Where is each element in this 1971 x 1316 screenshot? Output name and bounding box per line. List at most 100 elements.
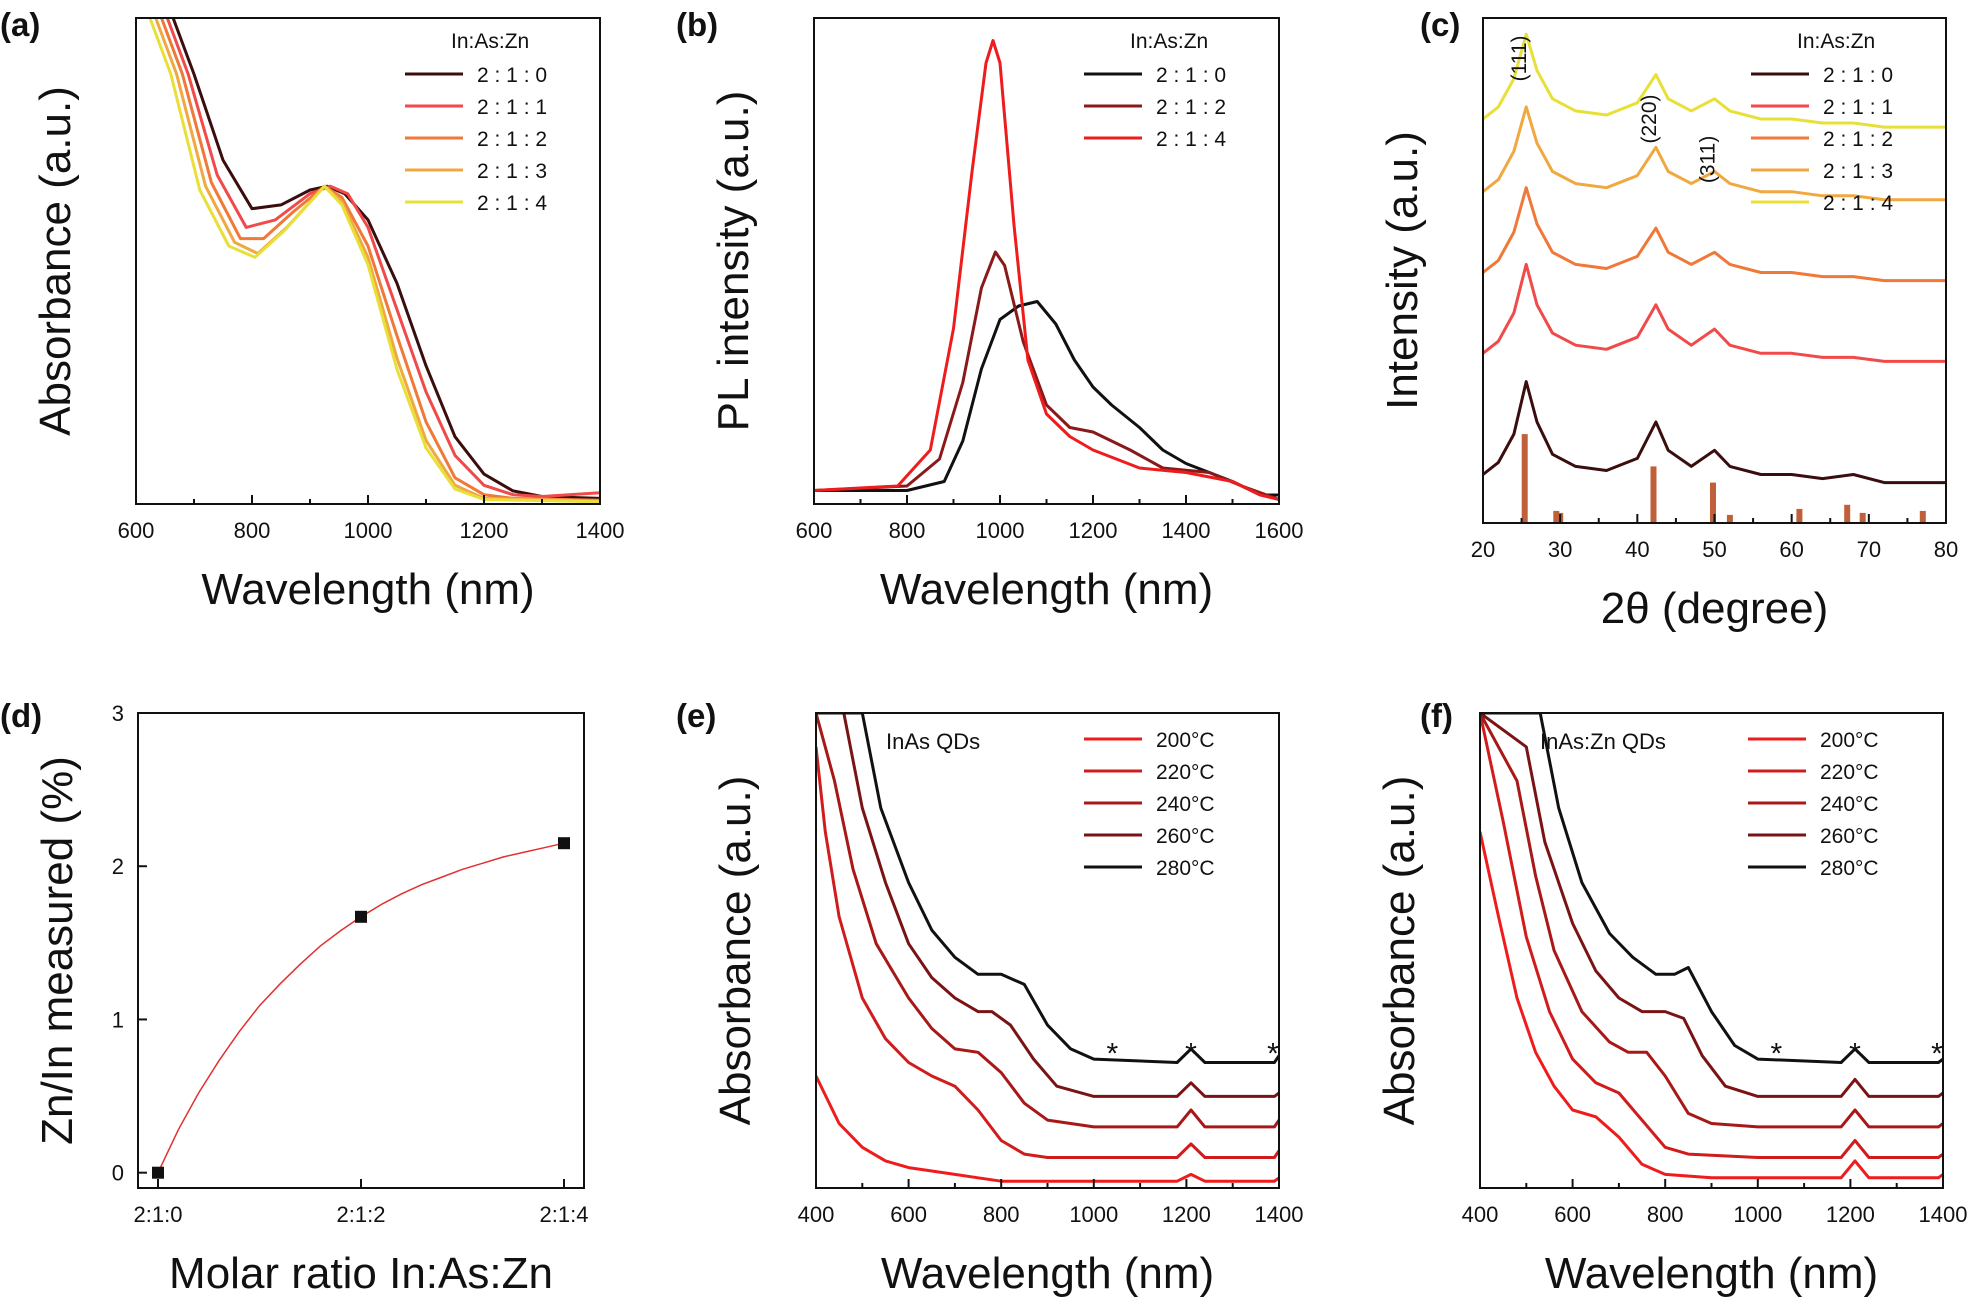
- x-tick-label: 800: [1647, 1202, 1684, 1227]
- plot-frame: [815, 712, 1280, 1189]
- legend-label: 2 : 1 : 0: [1156, 64, 1226, 87]
- x-tick-label: 1400: [576, 518, 625, 543]
- star-mark: *: [1185, 1038, 1197, 1071]
- plot-area: [157, 842, 565, 1174]
- x-axis-title: Wavelength (nm): [881, 1249, 1214, 1298]
- plot-frame: [137, 712, 585, 1189]
- legend: 2 : 1 : 0 2 : 1 : 1 2 : 1 : 2 2 : 1 : 3 2 : …: [405, 64, 547, 215]
- data-point: [558, 837, 570, 850]
- legend-label: 200°C: [1820, 729, 1879, 752]
- legend-label: 220°C: [1820, 761, 1879, 784]
- peak-label: (220): [1638, 94, 1661, 143]
- panel-b: (b) 600 800 1000 1200 1400 1600 Wavelength (nm)…: [676, 6, 1303, 614]
- x-tick-label: 600: [890, 1202, 927, 1227]
- reference-peak-bar: [1796, 508, 1803, 523]
- x-axis-title: 2θ (degree): [1601, 584, 1828, 633]
- x-tick-label: 20: [1471, 537, 1495, 562]
- series-line-240-C: [1480, 713, 1943, 1129]
- y-axis-title: Intensity (a.u.): [1378, 131, 1427, 410]
- x-tick-label: 1200: [460, 518, 509, 543]
- panel-label: (f): [1420, 697, 1453, 734]
- panel-c: (c) 20 30 40 50 60 70 80 2θ (degree) Intensity (a…: [1378, 6, 1958, 633]
- plot-frame: [1482, 17, 1947, 524]
- y-axis-title: Zn/In measured (%): [33, 756, 82, 1145]
- legend-label: 2 : 1 : 1: [477, 96, 547, 119]
- x-tick-label: 50: [1702, 537, 1726, 562]
- panel-d: (d) 0 1 2 3 2:1:0 2:1:2 2:1:4 Molar ratio In:As:…: [0, 697, 588, 1298]
- legend-label: 220°C: [1156, 761, 1215, 784]
- legend-label: 2 : 1 : 0: [477, 64, 547, 87]
- reference-peak-bar: [1726, 514, 1733, 523]
- reference-peak-bar: [1844, 504, 1851, 523]
- panel-label: (a): [0, 6, 40, 43]
- series-line-200-C: [1480, 831, 1943, 1180]
- plot-area: [1483, 32, 1946, 523]
- reference-peak-bar: [1919, 510, 1926, 523]
- fit-curve: [157, 842, 565, 1174]
- series-line-280-C: [816, 713, 1279, 1064]
- plot-frame: [813, 17, 1280, 505]
- x-tick-label: 800: [234, 518, 271, 543]
- series-line-2-1-4: [814, 39, 1279, 501]
- y-axis-title: Absorbance (a.u.): [1375, 776, 1424, 1126]
- y-tick-label: 1: [112, 1007, 124, 1032]
- legend-label: 200°C: [1156, 729, 1215, 752]
- series-line-2-1-0: [1483, 380, 1946, 485]
- panel-a: (a) 600 800 1000 1200 1400 Wavelength (nm) Abso…: [0, 6, 625, 614]
- x-axis-title: Molar ratio In:As:Zn: [169, 1249, 553, 1298]
- series-line-260-C: [1480, 713, 1943, 1098]
- star-mark: *: [1770, 1038, 1782, 1071]
- x-tick-label: 800: [983, 1202, 1020, 1227]
- x-tick-label: 30: [1548, 537, 1572, 562]
- plot-frame: [135, 17, 601, 505]
- legend-label: 2 : 1 : 2: [477, 128, 547, 151]
- x-tick-label: 1200: [1162, 1202, 1211, 1227]
- series-line-2-1-2: [814, 250, 1279, 501]
- series-line-2-1-1: [165, 18, 600, 498]
- x-tick-label: 1400: [1162, 518, 1211, 543]
- legend-title: In:As:Zn: [451, 30, 529, 53]
- x-tick-label: 1000: [344, 518, 393, 543]
- x-tick-label: 60: [1779, 537, 1803, 562]
- x-tick-label: 400: [798, 1202, 835, 1227]
- series-line-280-C: [1480, 713, 1943, 1064]
- y-axis-title: Absorbance (a.u.): [711, 776, 760, 1126]
- x-tick-label: 1400: [1255, 1202, 1304, 1227]
- legend-label: 280°C: [1156, 857, 1215, 880]
- legend-label: 2 : 1 : 1: [1823, 96, 1893, 119]
- series-line-2-1-0: [814, 300, 1279, 497]
- star-mark: *: [1267, 1038, 1279, 1071]
- series-line-220-C: [1480, 713, 1943, 1159]
- series-line-2-1-2: [1483, 186, 1946, 283]
- legend-label: 280°C: [1820, 857, 1879, 880]
- y-tick-label: 2: [112, 854, 124, 879]
- legend: 2 : 1 : 0 2 : 1 : 2 2 : 1 : 4: [1084, 64, 1226, 151]
- series-line-220-C: [816, 746, 1279, 1159]
- legend-label: 240°C: [1820, 793, 1879, 816]
- legend-title: In:As:Zn: [1130, 30, 1208, 53]
- x-axis-title: Wavelength (nm): [880, 565, 1213, 614]
- panel-e: (e) 400 600 800 1000 1200 1400 Wavelength (nm) A…: [676, 697, 1303, 1298]
- y-axis-title: Absorbance (a.u.): [31, 86, 80, 436]
- legend-title: In:As:Zn: [1797, 30, 1875, 53]
- x-tick-label: 1000: [976, 518, 1025, 543]
- plot-area: [148, 18, 600, 504]
- x-tick-label: 600: [118, 518, 155, 543]
- x-tick-label: 1600: [1255, 518, 1304, 543]
- peak-label: (311): [1697, 136, 1720, 183]
- panel-label: (d): [0, 697, 42, 734]
- legend-label: 2 : 1 : 4: [477, 192, 547, 215]
- x-tick-label: 600: [796, 518, 833, 543]
- star-mark: *: [1931, 1038, 1943, 1071]
- series-line-240-C: [816, 713, 1279, 1129]
- legend-label: 2 : 1 : 2: [1156, 96, 1226, 119]
- plot-frame: [1479, 712, 1944, 1189]
- series-line-260-C: [816, 713, 1279, 1098]
- x-tick-label: 2:1:4: [540, 1202, 589, 1227]
- panel-label: (e): [676, 697, 716, 734]
- reference-peak-bar: [1650, 466, 1657, 523]
- star-mark: *: [1849, 1038, 1861, 1071]
- x-tick-label: 1200: [1069, 518, 1118, 543]
- x-tick-label: 1000: [1733, 1202, 1782, 1227]
- legend-label: 2 : 1 : 3: [477, 160, 547, 183]
